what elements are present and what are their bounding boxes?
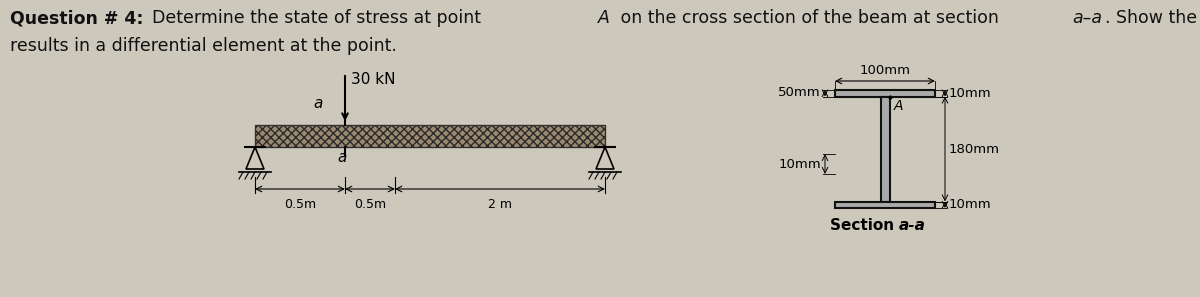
Text: Section: Section [830, 218, 899, 233]
Text: Determine the state of stress at point: Determine the state of stress at point [152, 9, 486, 27]
Text: . Show the: . Show the [1105, 9, 1198, 27]
Text: A: A [598, 9, 610, 27]
Text: 10mm: 10mm [949, 198, 991, 211]
Text: results in a differential element at the point.: results in a differential element at the… [10, 37, 397, 55]
Text: a-a: a-a [899, 218, 926, 233]
Text: 10mm: 10mm [779, 157, 821, 170]
Bar [881, 97, 889, 201]
Bar [254, 125, 605, 147]
Text: 2 m: 2 m [488, 198, 512, 211]
Text: a: a [337, 149, 347, 165]
Text: 30 kN: 30 kN [352, 72, 396, 87]
Text: 100mm: 100mm [859, 64, 911, 77]
Text: 50mm: 50mm [779, 86, 821, 99]
Text: a–a: a–a [1072, 9, 1102, 27]
Text: Question # 4:: Question # 4: [10, 9, 144, 27]
Text: A: A [894, 99, 902, 113]
Text: 0.5m: 0.5m [284, 198, 316, 211]
Text: 10mm: 10mm [949, 87, 991, 100]
Text: 180mm: 180mm [949, 143, 1000, 156]
Text: on the cross section of the beam at section: on the cross section of the beam at sect… [616, 9, 1004, 27]
Bar [835, 201, 935, 208]
Bar [254, 125, 605, 147]
Text: a: a [313, 96, 323, 110]
Bar [835, 90, 935, 97]
Text: 0.5m: 0.5m [354, 198, 386, 211]
